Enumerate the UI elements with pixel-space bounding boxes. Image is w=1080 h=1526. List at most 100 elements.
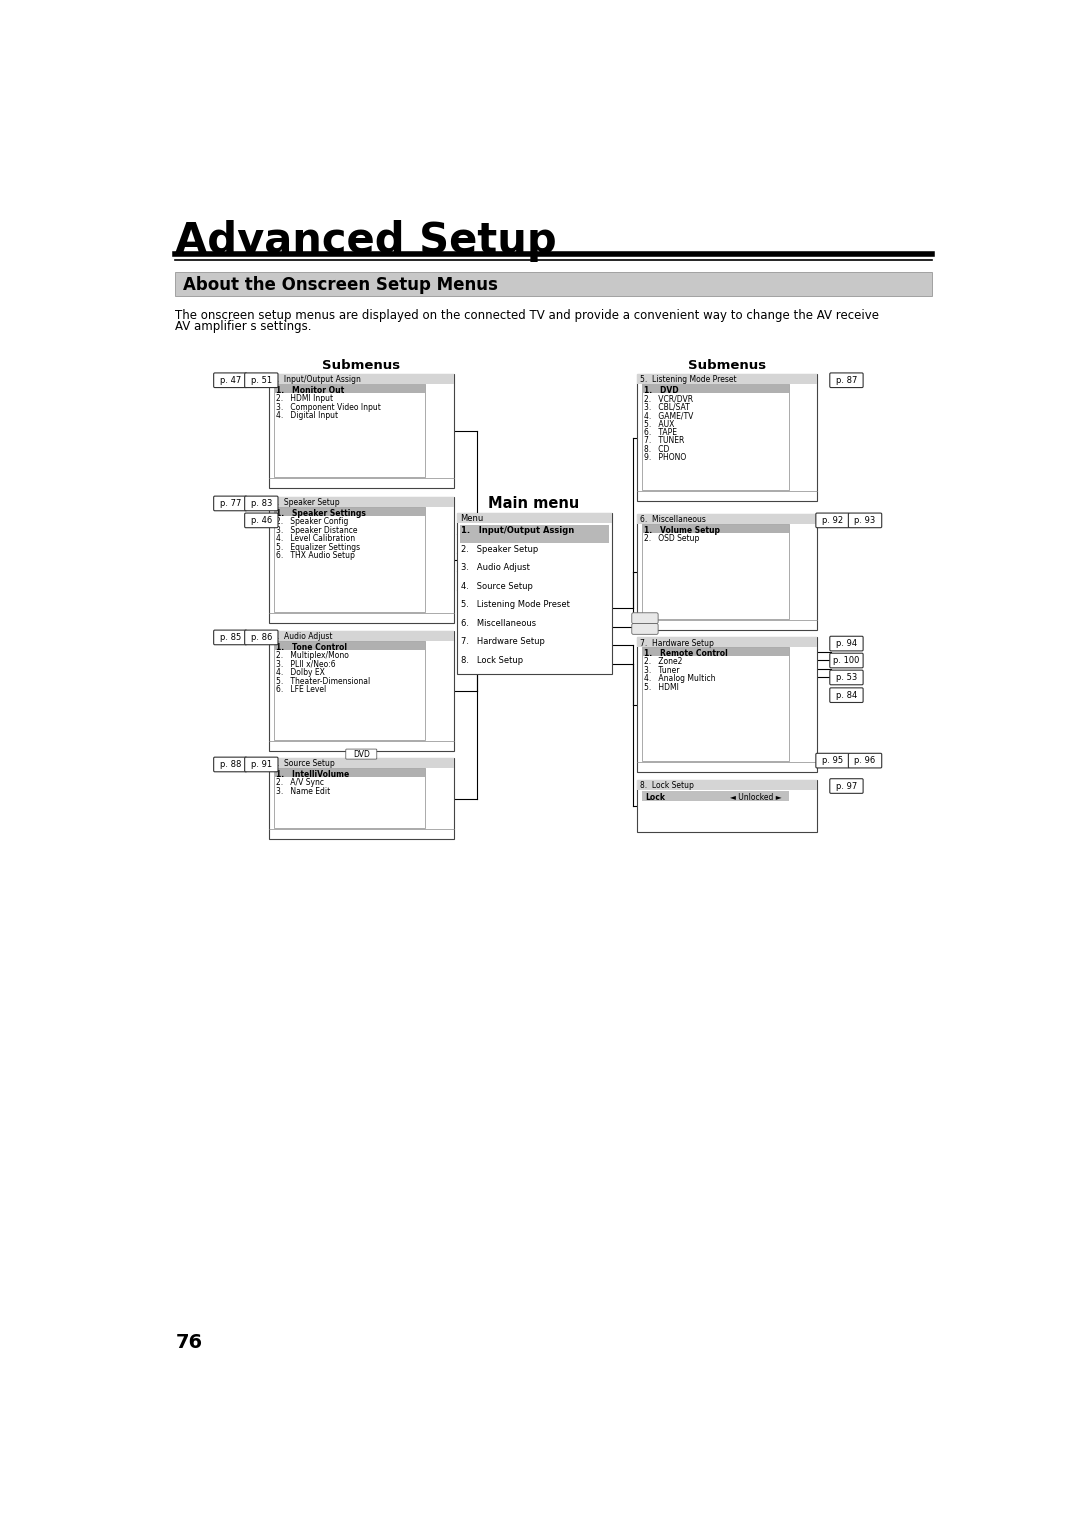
Text: 9.   PHONO: 9. PHONO (644, 453, 687, 462)
FancyBboxPatch shape (829, 653, 863, 668)
Bar (642, 525, 789, 620)
Bar (642, 792, 789, 801)
Text: 2.   Multiplex/Mono: 2. Multiplex/Mono (276, 652, 349, 661)
Text: 2.   OSD Setup: 2. OSD Setup (644, 534, 700, 543)
FancyBboxPatch shape (829, 636, 863, 652)
Bar (642, 525, 789, 533)
Bar (637, 374, 816, 385)
FancyBboxPatch shape (829, 688, 863, 702)
Bar (637, 638, 816, 772)
Text: 2.   HDMI Input: 2. HDMI Input (276, 394, 333, 403)
Text: p. 53: p. 53 (836, 673, 858, 682)
Text: 1.   DVD: 1. DVD (644, 386, 679, 395)
Text: 3.   Name Edit: 3. Name Edit (276, 787, 330, 795)
FancyBboxPatch shape (829, 670, 863, 685)
Text: 6.  Miscellaneous: 6. Miscellaneous (640, 516, 706, 525)
Text: 5.   AUX: 5. AUX (644, 420, 675, 429)
Bar (269, 497, 454, 623)
FancyBboxPatch shape (849, 513, 881, 528)
Text: 2.   VCR/DVR: 2. VCR/DVR (644, 394, 693, 403)
Bar (269, 374, 454, 488)
Text: 3.  Audio Adjust: 3. Audio Adjust (272, 632, 333, 641)
Text: The onscreen setup menus are displayed on the connected TV and provide a conveni: The onscreen setup menus are displayed o… (175, 308, 879, 322)
Text: 6.   LFE Level: 6. LFE Level (276, 685, 326, 694)
Text: p. 87: p. 87 (836, 375, 858, 385)
Text: 8.   CD: 8. CD (644, 446, 670, 453)
Bar (269, 374, 454, 385)
Bar (637, 374, 816, 501)
Text: 4.   Analog Multich: 4. Analog Multich (644, 674, 716, 684)
Bar (269, 497, 454, 507)
Bar (175, 272, 932, 296)
Text: p. 86: p. 86 (251, 633, 272, 642)
FancyBboxPatch shape (632, 624, 658, 635)
Text: 4.   Digital Input: 4. Digital Input (276, 410, 338, 420)
Text: Submenus: Submenus (322, 359, 401, 372)
Bar (457, 513, 611, 523)
Text: p. 47: p. 47 (219, 375, 241, 385)
Bar (269, 758, 454, 768)
Text: 5.   Equalizer Settings: 5. Equalizer Settings (276, 543, 360, 552)
Bar (642, 649, 789, 656)
Text: p. 100: p. 100 (834, 656, 860, 665)
Text: 8.  Lock Setup: 8. Lock Setup (640, 781, 694, 790)
Text: Menu: Menu (460, 514, 484, 523)
Text: 5.  Listening Mode Preset: 5. Listening Mode Preset (640, 375, 737, 385)
Text: 7.   TUNER: 7. TUNER (644, 436, 685, 446)
Text: 3.   Audio Adjust: 3. Audio Adjust (461, 563, 530, 572)
Text: 7.  Hardware Setup: 7. Hardware Setup (640, 638, 714, 647)
Text: Lock: Lock (645, 794, 665, 803)
Text: 2.   Speaker Setup: 2. Speaker Setup (461, 545, 539, 554)
Text: 3.   Speaker Distance: 3. Speaker Distance (276, 526, 357, 534)
Text: p. 51: p. 51 (251, 375, 272, 385)
Text: 2.  Speaker Setup: 2. Speaker Setup (272, 499, 340, 508)
Text: p. 84: p. 84 (836, 691, 858, 699)
Text: 4.   GAME/TV: 4. GAME/TV (644, 410, 693, 420)
Bar (273, 641, 424, 650)
Text: 3.   PLII x/Neo:6: 3. PLII x/Neo:6 (276, 659, 336, 668)
Text: 1.   Input/Output Assign: 1. Input/Output Assign (461, 526, 575, 536)
Bar (269, 758, 454, 839)
Text: p. 92: p. 92 (822, 516, 843, 525)
Text: 4.  Source Setup: 4. Source Setup (272, 760, 335, 769)
Text: 5.   Theater-Dimensional: 5. Theater-Dimensional (276, 676, 370, 685)
FancyBboxPatch shape (829, 778, 863, 794)
Bar (273, 769, 424, 777)
Bar (269, 632, 454, 641)
Text: p. 83: p. 83 (251, 499, 272, 508)
FancyBboxPatch shape (214, 630, 247, 644)
FancyBboxPatch shape (245, 757, 278, 772)
Text: p. 91: p. 91 (251, 760, 272, 769)
Text: AV amplifier s settings.: AV amplifier s settings. (175, 320, 312, 333)
Bar (269, 632, 454, 751)
Bar (642, 385, 789, 490)
Text: p. 93: p. 93 (854, 516, 876, 525)
Text: 3.   Tuner: 3. Tuner (644, 665, 679, 674)
Text: 1.  Input/Output Assign: 1. Input/Output Assign (272, 375, 361, 385)
Bar (273, 641, 424, 740)
Text: 2.   Speaker Config: 2. Speaker Config (276, 517, 349, 526)
Bar (637, 514, 816, 630)
Text: 5.   Listening Mode Preset: 5. Listening Mode Preset (461, 600, 570, 609)
Text: Main menu: Main menu (488, 496, 580, 511)
Text: DVD: DVD (353, 749, 369, 758)
Bar (637, 514, 816, 525)
FancyBboxPatch shape (245, 496, 278, 511)
Text: 6.   Miscellaneous: 6. Miscellaneous (461, 618, 537, 627)
FancyBboxPatch shape (214, 372, 247, 388)
Text: 76: 76 (175, 1334, 202, 1352)
Text: p. 97: p. 97 (836, 781, 858, 790)
Text: 4.   Dolby EX: 4. Dolby EX (276, 668, 325, 678)
Text: 6.   THX Audio Setup: 6. THX Audio Setup (276, 551, 355, 560)
Text: 3.   CBL/SAT: 3. CBL/SAT (644, 403, 690, 412)
Bar (642, 385, 789, 392)
Text: 1.   Volume Setup: 1. Volume Setup (644, 526, 720, 534)
Text: p. 85: p. 85 (219, 633, 241, 642)
Text: About the Onscreen Setup Menus: About the Onscreen Setup Menus (183, 276, 498, 295)
Bar (637, 638, 816, 647)
Text: 4.   Source Setup: 4. Source Setup (461, 581, 534, 591)
FancyBboxPatch shape (346, 749, 377, 758)
Text: p. 46: p. 46 (251, 516, 272, 525)
Text: 2.   A/V Sync: 2. A/V Sync (276, 778, 324, 787)
FancyBboxPatch shape (245, 372, 278, 388)
